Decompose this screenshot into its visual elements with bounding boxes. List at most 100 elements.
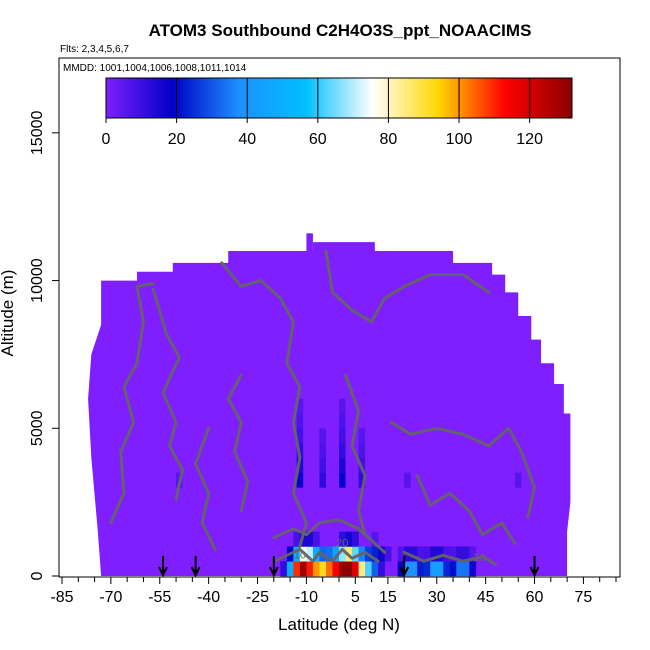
contour-line — [344, 373, 367, 537]
heatmap-cell — [417, 546, 425, 562]
heatmap-cell — [319, 472, 326, 488]
heatmap-cell — [319, 457, 326, 473]
x-axis-label: Latitude (deg N) — [278, 615, 400, 634]
heatmap-cell — [456, 546, 464, 562]
x-tick-label: -85 — [50, 589, 73, 606]
contour-line — [151, 287, 185, 501]
heatmap-cell — [462, 546, 470, 562]
heatmap-cell — [293, 531, 301, 547]
colorbar-gradient — [105, 77, 573, 119]
heatmap-cell — [430, 561, 438, 577]
y-tick-label: 5000 — [29, 410, 46, 446]
colorbar-tick-label: 120 — [516, 131, 543, 148]
x-tick-label: 45 — [477, 589, 495, 606]
colorbar-tick-label: 100 — [446, 131, 473, 148]
heatmap-cell — [296, 398, 304, 414]
colorbar-tick-label: 20 — [168, 131, 186, 148]
y-axis-label: Altitude (m) — [0, 270, 17, 357]
heatmap-cell — [469, 561, 477, 577]
heatmap-cell — [378, 561, 385, 577]
y-tick-label: 0 — [29, 571, 46, 580]
heatmap-cell — [417, 561, 425, 577]
heatmap-cell — [296, 413, 304, 429]
x-tick-label: 30 — [428, 589, 446, 606]
heatmap-cell — [397, 546, 405, 562]
heatmap-cell — [371, 531, 379, 547]
heatmap-cell — [436, 546, 444, 562]
dates-label: MMDD: 1001,1004,1006,1008,1011,1014 — [63, 63, 247, 74]
heatmap-cell — [296, 428, 304, 444]
heatmap-cell — [312, 561, 320, 577]
x-tick-label: 75 — [575, 589, 593, 606]
heatmap-cell — [371, 561, 379, 577]
contour-line — [272, 518, 387, 554]
heatmap-cell — [423, 561, 431, 577]
heatmap-field: 10 20 10 — [88, 233, 571, 577]
heatmap-cell — [296, 472, 304, 488]
heatmap-cell — [339, 413, 346, 429]
heatmap-cell — [384, 546, 392, 562]
flight-marker-head — [190, 566, 201, 578]
heatmap-cell — [352, 531, 359, 547]
x-tick-label: -25 — [246, 589, 269, 606]
contour-line — [389, 420, 537, 519]
colorbar-tick-label: 80 — [380, 131, 398, 148]
x-tick-label: -70 — [99, 589, 122, 606]
heatmap-cell — [410, 546, 418, 562]
heatmap-cell — [352, 561, 359, 577]
contour-line — [194, 426, 217, 551]
contour-line — [324, 249, 491, 324]
x-axis: -85 -70 -55 -40 -25 -10 5 15 30 45 60 75 — [50, 577, 617, 606]
heatmap-cell — [378, 546, 385, 562]
heatmap-cell — [443, 546, 451, 562]
heatmap-cell — [325, 546, 333, 562]
contour-line — [109, 282, 155, 525]
contour-line — [220, 261, 302, 424]
contour-lines: 10 20 10 — [109, 249, 537, 566]
heatmap-cell — [443, 561, 451, 577]
heatmap-cell — [358, 443, 366, 459]
colorbar-tick-label: 0 — [102, 131, 111, 148]
flight-markers — [158, 556, 540, 578]
colorbar: 0 20 40 60 80 100 120 — [102, 77, 573, 148]
y-tick-label: 10000 — [29, 258, 46, 303]
heatmap-cell — [514, 472, 522, 488]
data-coverage-peak — [306, 233, 313, 252]
heatmap-cell — [319, 443, 326, 459]
heatmap-cell — [319, 428, 326, 444]
y-tick-label: 15000 — [29, 111, 46, 156]
x-tick-label: 5 — [351, 589, 360, 606]
heatmap-cell — [339, 428, 346, 444]
heatmap-cell — [436, 561, 444, 577]
heatmap-cell — [430, 546, 438, 562]
heatmap-cell — [404, 472, 411, 488]
colorbar-tick-label: 60 — [309, 131, 327, 148]
heatmap-cell — [358, 561, 366, 577]
contour-label: 10 — [473, 552, 485, 564]
flight-marker-head — [529, 566, 540, 578]
heatmap-cell — [293, 561, 301, 577]
heatmap-cell — [299, 561, 307, 577]
contour-line — [226, 373, 250, 513]
heatmap-cell — [332, 561, 340, 577]
heatmap-cell — [449, 561, 457, 577]
colorbar-tick-label: 40 — [238, 131, 256, 148]
heatmap-cell — [339, 472, 346, 488]
heatmap-cell — [358, 428, 366, 444]
heatmap-cell — [325, 561, 333, 577]
heatmap-cell — [339, 561, 346, 577]
x-tick-label: -10 — [295, 589, 318, 606]
heatmap-cell — [339, 457, 346, 473]
heatmap-cell — [306, 561, 314, 577]
contour-line — [415, 474, 517, 546]
contour-line — [272, 547, 380, 563]
heatmap-cell — [319, 561, 327, 577]
heatmap-cell — [293, 546, 301, 562]
flights-label: Flts: 2,3,4,5,6,7 — [60, 44, 129, 55]
heatmap-cell — [312, 531, 320, 547]
heatmap-cell — [449, 546, 457, 562]
flight-marker-head — [399, 566, 410, 578]
heatmap-cell — [339, 443, 346, 459]
heatmap-cell — [286, 561, 294, 577]
